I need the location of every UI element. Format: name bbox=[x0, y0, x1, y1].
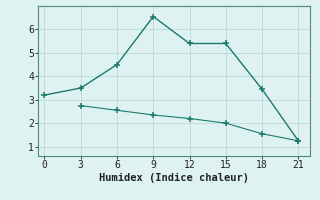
X-axis label: Humidex (Indice chaleur): Humidex (Indice chaleur) bbox=[100, 173, 249, 183]
